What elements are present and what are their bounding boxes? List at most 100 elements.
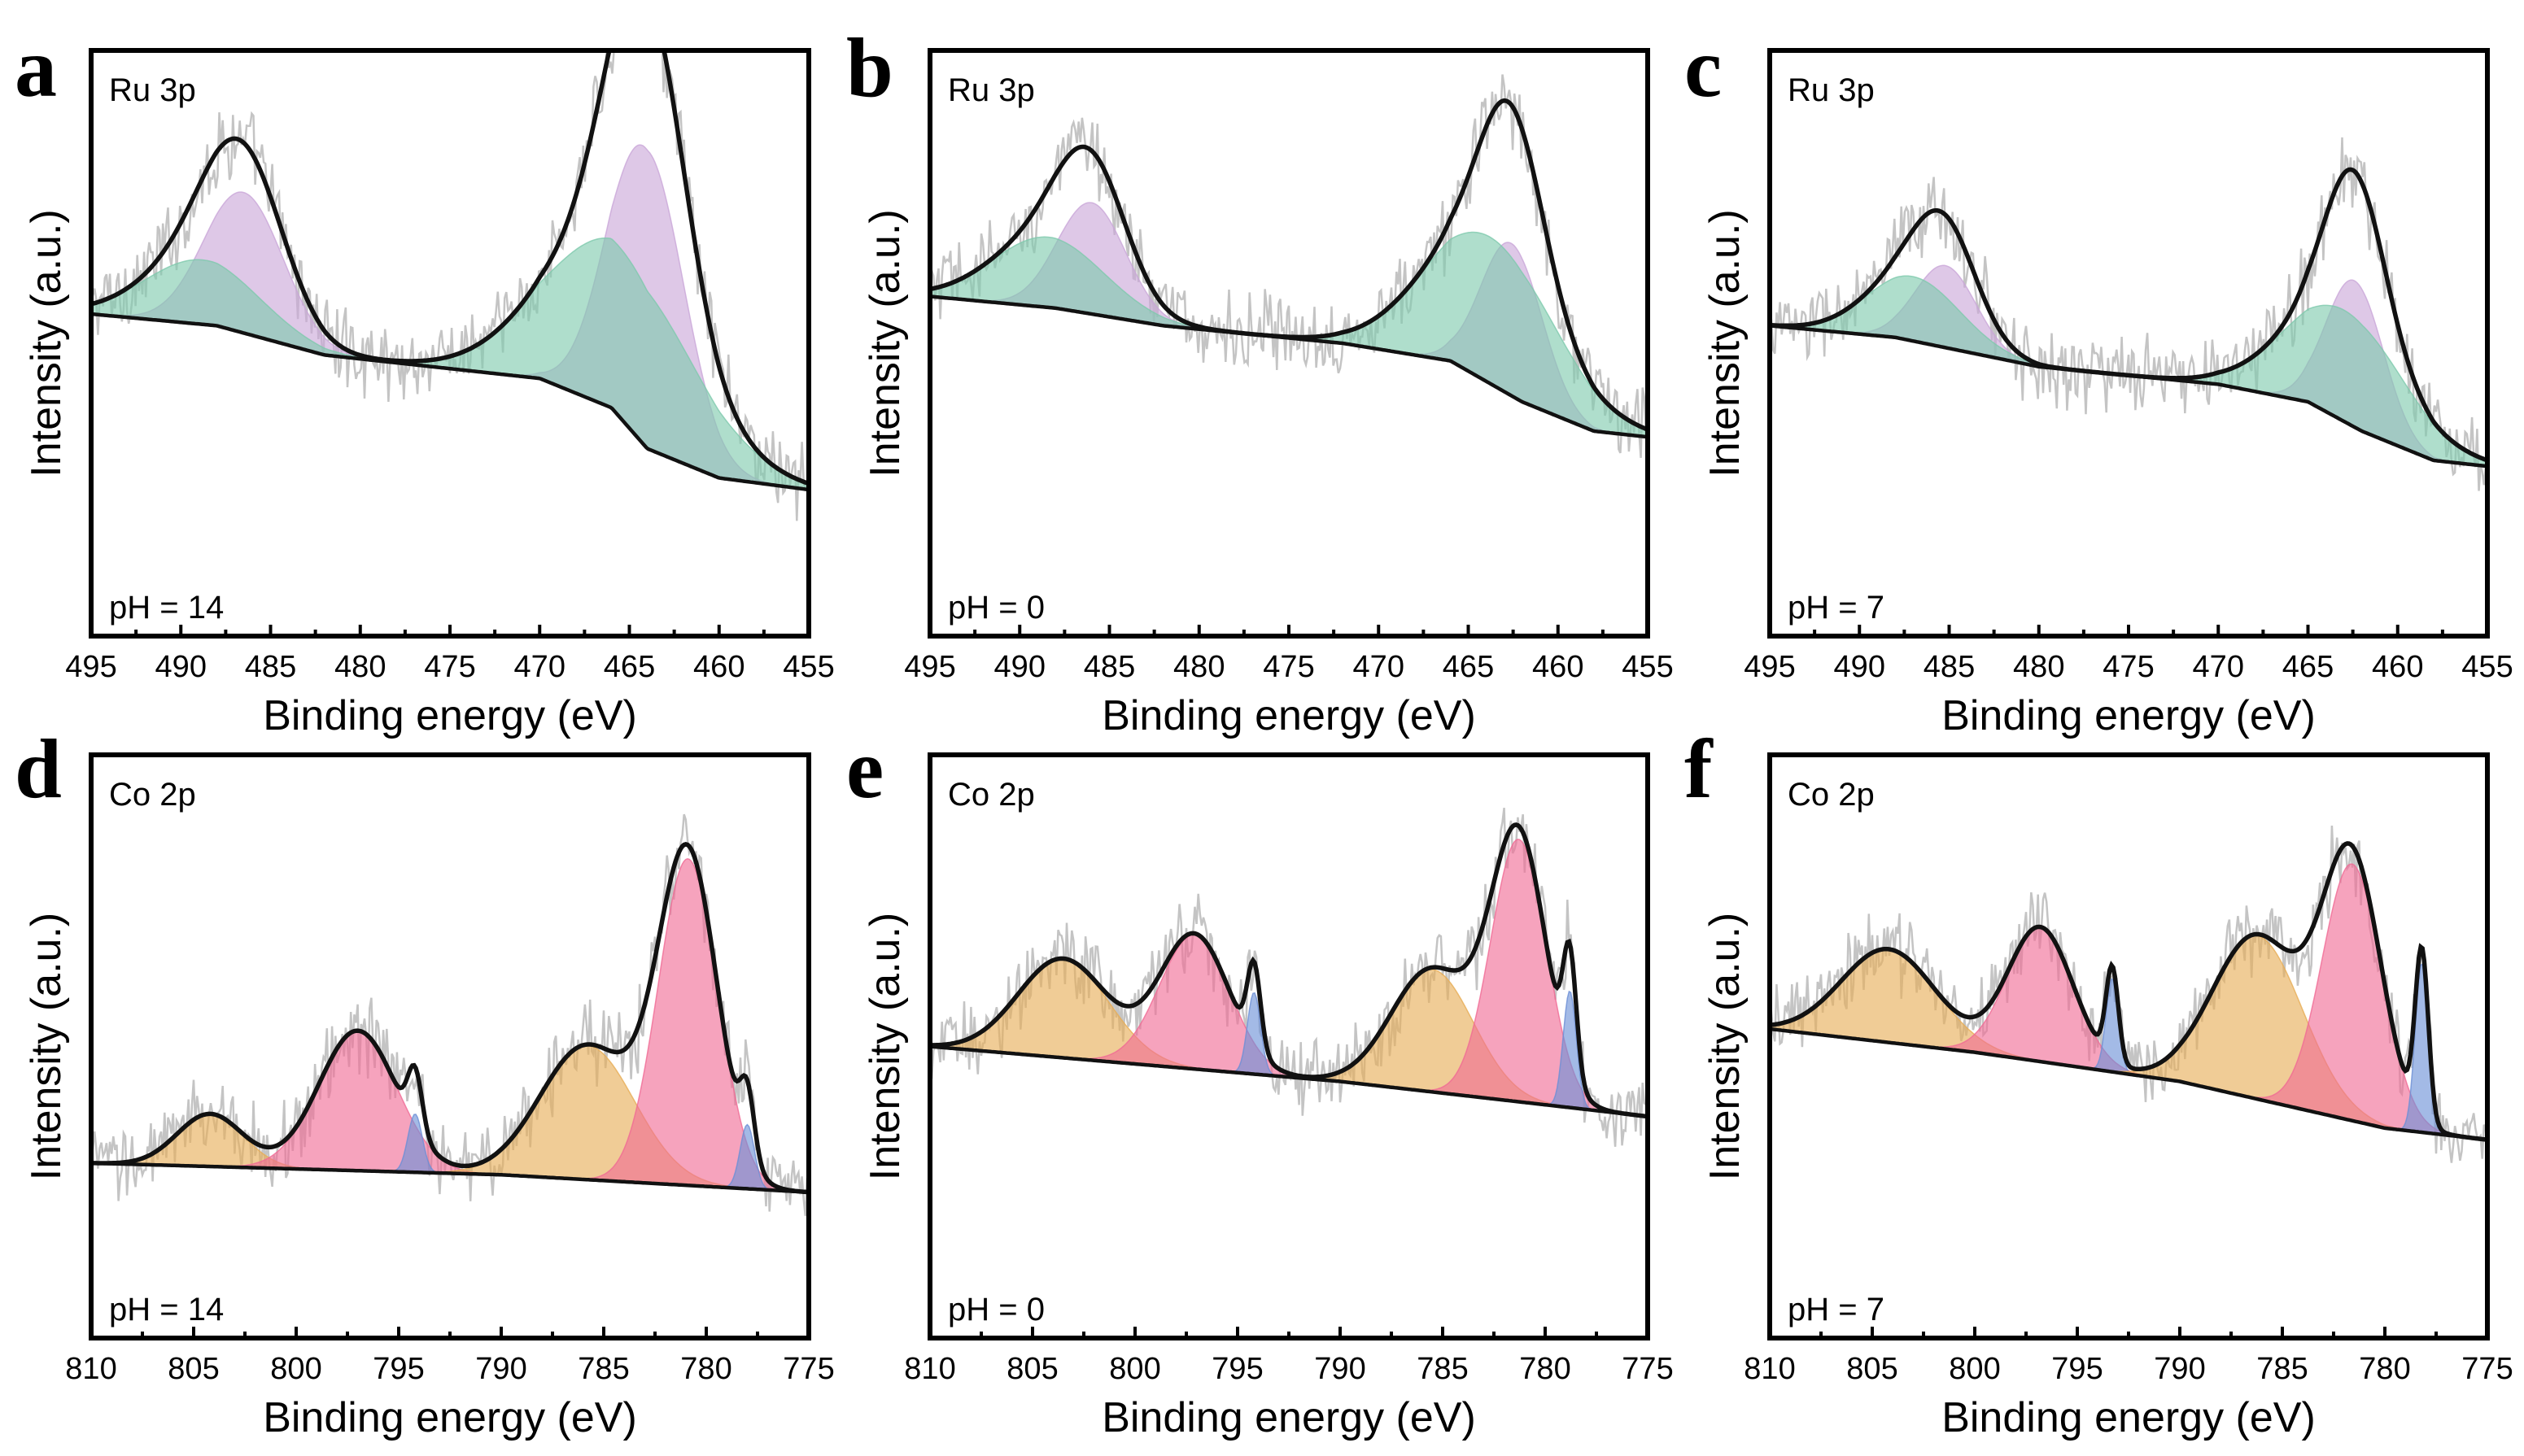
x-axis-title: Binding energy (eV): [263, 1394, 637, 1441]
x-tick-label: 485: [1084, 650, 1135, 684]
x-tick-label: 805: [1007, 1352, 1058, 1386]
x-tick-label: 810: [1744, 1352, 1795, 1386]
ph-annotation: pH = 7: [1788, 590, 1884, 626]
spectrum-title: Ru 3p: [109, 72, 196, 108]
fit-envelope: [930, 98, 1648, 432]
x-tick-label: 495: [904, 650, 955, 684]
x-tick-label: 455: [1622, 650, 1673, 684]
x-tick-label: 780: [2359, 1352, 2410, 1386]
panel-letter: a: [15, 21, 57, 115]
x-axis-title: Binding energy (eV): [1102, 692, 1476, 739]
panel-f: 810 805 800 795 790 785 780 775 Co 2p pH = 7 Bindi…: [1684, 722, 2513, 1441]
panel-b: 495 490 485 480 475 470 465 460 455 Ru 3p pH = 0 Bi…: [846, 21, 1674, 739]
x-tick-label: 805: [168, 1352, 219, 1386]
raw-spectrum: [930, 74, 1648, 470]
x-tick-label: 790: [475, 1352, 526, 1386]
x-tick-label: 460: [693, 650, 745, 684]
spectrum-title: Co 2p: [1788, 777, 1875, 813]
x-tick-label: 480: [1173, 650, 1225, 684]
x-tick-label: 480: [334, 650, 386, 684]
spectrum-title: Co 2p: [948, 777, 1035, 813]
x-tick-label: 485: [1924, 650, 1975, 684]
ph-annotation: pH = 0: [948, 1292, 1045, 1327]
panel-e: 810 805 800 795 790 785 780 775 Co 2p pH = 0 Bindi…: [846, 722, 1674, 1441]
x-tick-label: 775: [783, 1352, 834, 1386]
x-tick-label: 465: [2282, 650, 2334, 684]
plot-frame: [89, 48, 811, 639]
x-tick-label: 465: [1443, 650, 1494, 684]
x-tick-label: 800: [1109, 1352, 1160, 1386]
plot-area: [91, 50, 809, 521]
fit-envelope: [91, 50, 809, 486]
x-tick-label: 790: [1314, 1352, 1365, 1386]
ph-annotation: pH = 14: [109, 1292, 224, 1327]
x-axis-title: Binding energy (eV): [1102, 1394, 1476, 1441]
plot-area: [930, 807, 1648, 1147]
x-tick-label: 470: [1353, 650, 1404, 684]
panel-letter: b: [846, 21, 893, 115]
plot-area: [91, 813, 809, 1216]
spectrum-title: Co 2p: [109, 777, 196, 813]
x-tick-label: 800: [1949, 1352, 2000, 1386]
x-tick-label: 470: [514, 650, 565, 684]
panel-letter: c: [1684, 21, 1722, 115]
x-tick-label: 805: [1846, 1352, 1897, 1386]
panel-d: 810 805 800 795 790 785 780 775 Co 2p pH = 14 Bind…: [15, 722, 835, 1441]
x-tick-label: 475: [424, 650, 475, 684]
x-tick-label: 780: [680, 1352, 731, 1386]
x-tick-label: 495: [65, 650, 116, 684]
x-tick-label: 785: [578, 1352, 629, 1386]
x-tick-label: 455: [783, 650, 834, 684]
x-tick-label: 775: [1622, 1352, 1673, 1386]
plot-area: [1770, 825, 2487, 1163]
x-tick-label: 775: [2461, 1352, 2513, 1386]
y-axis-title: Intensity (a.u.): [1701, 913, 1749, 1180]
x-tick-label: 810: [904, 1352, 955, 1386]
spectrum-title: Ru 3p: [1788, 72, 1875, 108]
raw-spectrum: [1770, 137, 2487, 491]
x-tick-label: 490: [994, 650, 1046, 684]
x-tick-label: 460: [2372, 650, 2423, 684]
ph-annotation: pH = 7: [1788, 1292, 1884, 1327]
y-axis-title: Intensity (a.u.): [862, 209, 909, 477]
y-axis-title: Intensity (a.u.): [23, 913, 70, 1180]
ph-annotation: pH = 14: [109, 590, 224, 626]
x-tick-label: 475: [1263, 650, 1314, 684]
x-tick-label: 800: [270, 1352, 321, 1386]
x-axis-title: Binding energy (eV): [263, 692, 637, 739]
x-axis-title: Binding energy (eV): [1941, 692, 2316, 739]
raw-spectrum: [91, 50, 809, 521]
x-tick-label: 790: [2154, 1352, 2205, 1386]
y-axis-title: Intensity (a.u.): [23, 209, 70, 477]
x-tick-label: 780: [1519, 1352, 1570, 1386]
background-line: [91, 312, 809, 492]
spectrum-title: Ru 3p: [948, 72, 1035, 108]
fit-envelope: [930, 822, 1648, 1119]
x-tick-label: 465: [604, 650, 655, 684]
x-tick-label: 785: [2256, 1352, 2308, 1386]
panel-letter: d: [15, 722, 62, 816]
x-tick-label: 490: [1834, 650, 1885, 684]
plot-area: [930, 74, 1648, 470]
plot-area: [1770, 137, 2487, 491]
fit-envelope: [1770, 167, 2487, 463]
x-tick-label: 795: [1212, 1352, 1263, 1386]
x-tick-label: 460: [1532, 650, 1583, 684]
fit-envelope: [91, 842, 809, 1195]
ph-annotation: pH = 0: [948, 590, 1045, 626]
x-tick-label: 495: [1744, 650, 1795, 684]
x-tick-label: 795: [373, 1352, 424, 1386]
y-axis-title: Intensity (a.u.): [862, 913, 909, 1180]
fit-envelope: [1770, 841, 2487, 1142]
x-tick-label: 795: [2051, 1352, 2103, 1386]
x-tick-label: 785: [1417, 1352, 1468, 1386]
background-line: [1770, 1027, 2487, 1142]
x-tick-label: 490: [155, 650, 207, 684]
background-line: [91, 1161, 809, 1195]
x-axis-title: Binding energy (eV): [1941, 1394, 2316, 1441]
panel-a: 495 490 485 480 475 470 465 460 455 Ru 3p pH = 14 B…: [15, 21, 835, 739]
x-tick-label: 485: [245, 650, 296, 684]
panel-c: 495 490 485 480 475 470 465 460 455 Ru 3p pH = 7 Bi…: [1684, 21, 2513, 739]
panel-letter: e: [846, 722, 884, 816]
